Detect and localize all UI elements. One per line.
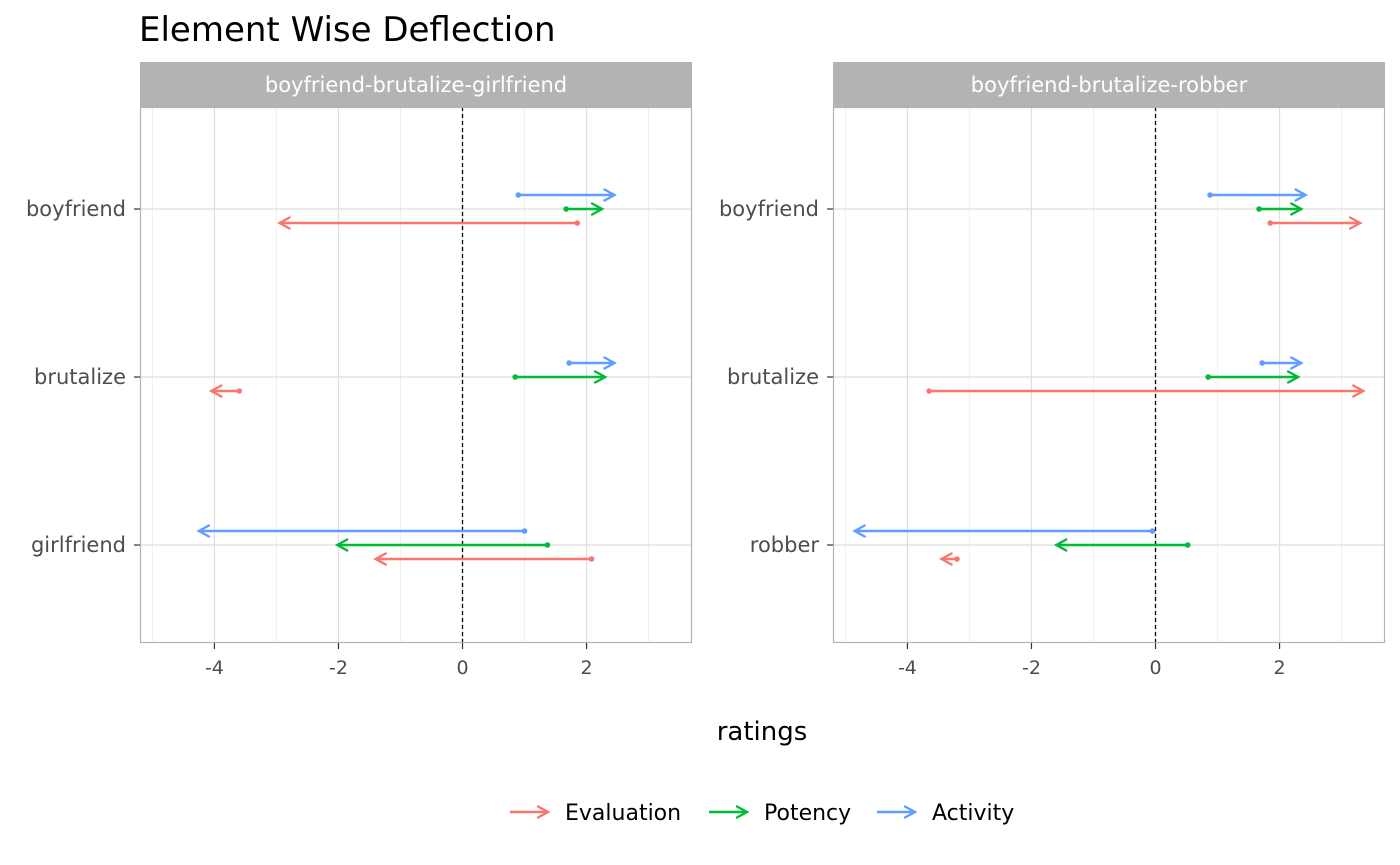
panel-background (833, 107, 1385, 643)
arrow-evaluation-robber (939, 552, 960, 566)
start-point (236, 388, 243, 394)
chart-title: Element Wise Deflection (139, 10, 556, 50)
start-point (1184, 542, 1191, 548)
arrow-potency-boyfriend (1256, 202, 1304, 216)
y-tick-label: robber (750, 533, 820, 557)
legend-item-potency: Potency (709, 801, 851, 826)
arrow-evaluation-boyfriend (1267, 216, 1363, 230)
start-point (521, 528, 528, 534)
arrow-evaluation-brutalize (208, 384, 243, 398)
arrow-head (277, 216, 291, 230)
start-point (588, 556, 595, 562)
arrow-potency-boyfriend (563, 202, 605, 216)
start-point (544, 542, 551, 548)
arrow-head (603, 356, 617, 370)
arrow-head (334, 538, 349, 552)
arrow-evaluation-boyfriend (277, 216, 581, 230)
panel-boyfriend-brutalize-girlfriend: boyfriend-brutalize-girlfriend boyfriend b… (26, 62, 693, 679)
legend-key-arrow-head (903, 805, 918, 819)
panel-background (140, 107, 692, 643)
legend-item-activity: Activity (877, 801, 1014, 826)
arrow-activity-robber (852, 524, 1156, 538)
start-point (1259, 360, 1265, 366)
start-point (1205, 374, 1212, 380)
legend-key-arrow-head (735, 805, 750, 819)
panel-border (832, 106, 1386, 644)
facet-strip (140, 62, 692, 107)
arrow-potency-brutalize (512, 370, 608, 384)
legend-item-evaluation: Evaluation (510, 801, 681, 826)
arrow-activity-girlfriend (196, 524, 528, 538)
arrow-head (593, 370, 608, 384)
arrow-evaluation-girlfriend (373, 552, 595, 566)
start-point (1149, 528, 1156, 534)
start-point (566, 360, 572, 366)
arrow-activity-brutalize (1259, 356, 1304, 370)
arrow-head (1290, 356, 1304, 370)
arrow-head (939, 552, 953, 566)
legend-label: Potency (764, 801, 851, 826)
panel-border (139, 106, 693, 644)
arrow-head (590, 202, 605, 216)
arrow-head (208, 384, 223, 398)
start-point (512, 374, 519, 380)
arrow-potency-brutalize (1205, 370, 1301, 384)
arrow-potency-robber (1053, 538, 1191, 552)
x-axis-label: ratings (717, 717, 808, 747)
facet-panels: boyfriend-brutalize-girlfriendboyfriendb… (26, 62, 1386, 679)
arrow-activity-boyfriend (515, 188, 617, 202)
legend-label: Evaluation (565, 801, 681, 826)
arrow-head (852, 524, 866, 538)
start-point (926, 388, 932, 394)
legend-key-arrow-head (536, 805, 551, 819)
y-tick-label: girlfriend (31, 533, 126, 557)
start-point (574, 220, 581, 226)
y-tick-label: boyfriend (719, 197, 819, 221)
arrow-head (196, 524, 211, 538)
arrow-head (603, 188, 617, 202)
x-tick-label: -4 (205, 657, 224, 679)
x-tick-label: 0 (1149, 657, 1161, 679)
facet-strip-label: boyfriend-brutalize-girlfriend (265, 73, 567, 97)
arrow-head (1290, 202, 1304, 216)
arrow-head (1294, 188, 1309, 202)
x-tick-label: 0 (456, 657, 468, 679)
start-point (1267, 220, 1274, 226)
arrow-head (1053, 538, 1068, 552)
x-tick-label: 2 (1274, 657, 1286, 679)
start-point (1256, 206, 1262, 212)
x-tick-label: -2 (329, 657, 348, 679)
x-tick-label: -4 (898, 657, 917, 679)
start-point (1207, 192, 1213, 198)
arrow-evaluation-brutalize (926, 384, 1366, 398)
legend-label: Activity (932, 801, 1014, 826)
start-point (563, 206, 569, 212)
legend: Evaluation Potency Activity (510, 801, 1014, 826)
facet-strip-label: boyfriend-brutalize-robber (971, 73, 1248, 97)
arrow-head (373, 552, 387, 566)
arrow-head (1352, 384, 1366, 398)
x-tick-label: -2 (1022, 657, 1041, 679)
panel-boyfriend-brutalize-robber: boyfriend-brutalize-robber boyfriend bruta… (719, 62, 1386, 679)
facet-strip (833, 62, 1385, 107)
y-tick-label: boyfriend (26, 197, 126, 221)
arrow-potency-girlfriend (334, 538, 551, 552)
start-point (515, 192, 522, 198)
arrow-activity-boyfriend (1207, 188, 1309, 202)
start-point (954, 556, 960, 562)
y-tick-label: brutalize (727, 365, 819, 389)
y-tick-label: brutalize (34, 365, 126, 389)
x-tick-label: 2 (581, 657, 593, 679)
arrow-head (1286, 370, 1301, 384)
arrow-activity-brutalize (566, 356, 617, 370)
arrow-head (1348, 216, 1363, 230)
